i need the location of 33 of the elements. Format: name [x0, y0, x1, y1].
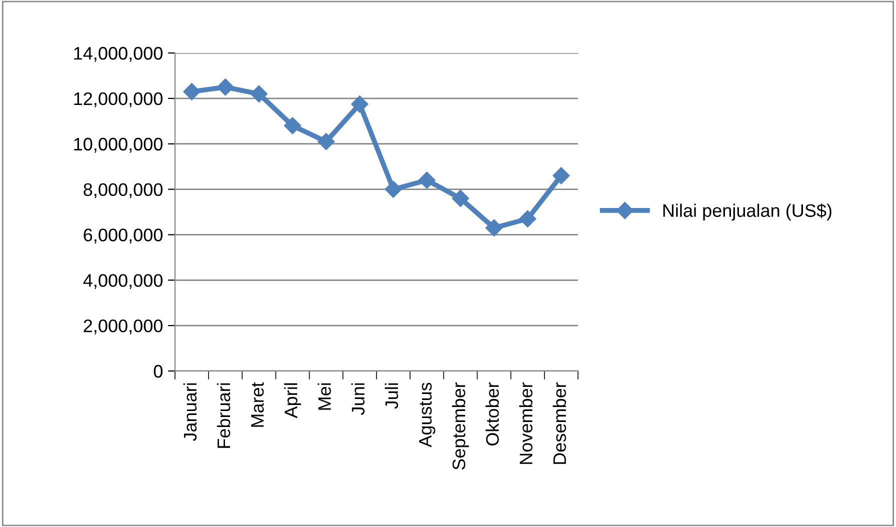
point	[183, 83, 200, 100]
point	[318, 133, 335, 150]
x-tick-label: Juli	[384, 383, 398, 409]
y-tick-label: 8,000,000	[84, 183, 162, 198]
point	[216, 78, 234, 96]
point	[384, 180, 402, 198]
y-tick-label: 2,000,000	[84, 320, 162, 334]
x-tick-label: Desember	[552, 382, 566, 464]
point	[452, 190, 470, 207]
x-tick-label: Februari	[216, 383, 230, 448]
y-tick-label: 0	[154, 364, 162, 378]
point	[351, 96, 368, 113]
y-tick-label: 14,000,000	[74, 46, 162, 62]
legend-label: Nilai penjualan (US$)	[663, 203, 832, 221]
point	[485, 219, 503, 236]
x-tick-label: Januari	[183, 383, 197, 442]
x-tick-label: April	[284, 383, 301, 418]
point	[284, 117, 302, 134]
y-tick-label: 6,000,000	[84, 228, 162, 244]
x-tick-label: November	[519, 382, 532, 464]
point	[250, 85, 268, 102]
point	[418, 172, 436, 189]
x-tick-label: Oktober	[486, 382, 499, 446]
x-tick-label: September	[452, 382, 469, 470]
y-tick-label: 12,000,000	[74, 92, 162, 108]
y-tick-label: 10,000,000	[74, 138, 162, 153]
x-tick-label: Mei	[318, 383, 331, 410]
y-tick-label: 4,000,000	[83, 274, 162, 289]
x-tick-label: Juni	[351, 383, 365, 415]
point	[519, 210, 536, 228]
point	[552, 167, 570, 184]
x-tick-label: Agustus	[419, 382, 436, 448]
x-tick-label: Maret	[251, 382, 264, 427]
